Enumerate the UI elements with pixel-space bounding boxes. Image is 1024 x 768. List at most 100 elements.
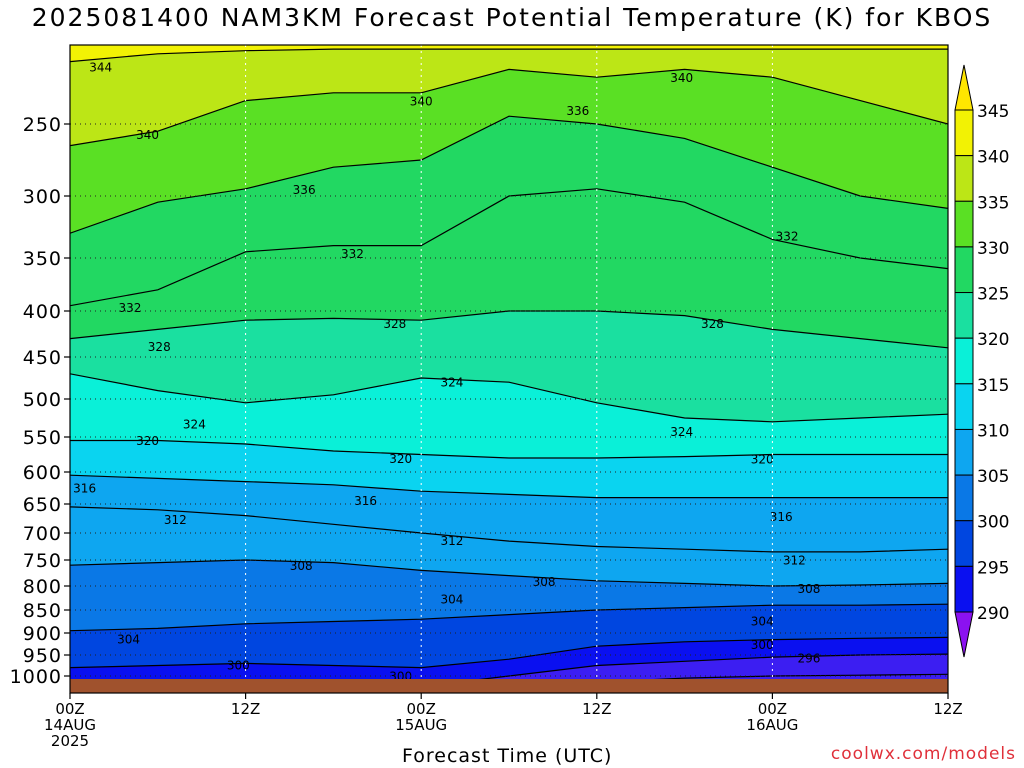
x-tick-label: 2025	[51, 732, 89, 750]
isentrope-344	[70, 48, 948, 63]
contour-label: 304	[440, 592, 463, 606]
colorbar-label: 310	[977, 421, 1009, 441]
colorbar-arrow-bottom	[954, 611, 974, 658]
y-tick-label: 900	[23, 623, 62, 645]
x-axis-label: Forecast Time (UTC)	[402, 745, 613, 767]
contour-label: 336	[566, 104, 589, 118]
isentrope-336	[70, 115, 948, 234]
contour-label: 336	[293, 183, 316, 197]
contour-label: 312	[164, 513, 187, 527]
contour-label: 324	[183, 417, 206, 431]
colorbar: 345 340 335 330 325 320 315 310 305 300 295 290	[954, 64, 1009, 658]
contour-label: 308	[290, 559, 313, 573]
colorbar-swatch	[954, 520, 974, 567]
contour-label: 296	[798, 652, 821, 666]
contour-labels: 344 340 340 336 340 336 332 332 332 328 328 328 324 3…	[73, 60, 820, 695]
isentrope-340	[70, 68, 948, 147]
ground-strip	[70, 679, 948, 693]
isentrope-296	[478, 653, 948, 679]
x-tick-label: 00Z	[55, 700, 84, 718]
contour-label: 304	[117, 632, 140, 646]
contour-label: 344	[89, 60, 112, 74]
contour-label: 312	[440, 534, 463, 548]
contour-label: 320	[389, 452, 412, 466]
isentrope-304	[70, 603, 948, 632]
contour-label: 316	[73, 481, 96, 495]
isentrope-320	[70, 439, 948, 459]
colorbar-swatch	[954, 155, 974, 202]
plot-frame	[69, 44, 949, 694]
x-tick-label: 12Z	[582, 700, 611, 718]
isentrope-308	[70, 559, 948, 587]
contour-label: 328	[383, 317, 406, 331]
contour-label: 332	[776, 230, 799, 244]
colorbar-label: 320	[977, 330, 1009, 350]
y-tick-label: 250	[23, 114, 62, 136]
contour-label: 316	[354, 494, 377, 508]
colorbar-swatch	[954, 109, 974, 157]
colorbar-swatch	[954, 292, 974, 339]
isentrope-316	[70, 474, 948, 499]
contour-label: 300	[227, 659, 250, 673]
contour-label: 312	[783, 553, 806, 567]
y-tick-label: 300	[23, 186, 62, 208]
y-tick-label: 450	[23, 347, 62, 369]
contour-label: 320	[751, 453, 774, 467]
y-tick-label: 1000	[10, 666, 62, 688]
y-tick-label: 750	[23, 550, 62, 572]
y-tick-label: 800	[23, 576, 62, 598]
x-tick-label: 15AUG	[395, 716, 447, 734]
x-tick-label: 16AUG	[746, 716, 798, 734]
isentrope-300	[70, 636, 948, 669]
x-tick-label: 12Z	[933, 700, 962, 718]
contour-label: 308	[533, 575, 556, 589]
x-tick-label: 14AUG	[44, 716, 96, 734]
chart-title: 2025081400 NAM3KM Forecast Potential Tem…	[31, 3, 993, 32]
contour-label: 340	[136, 128, 159, 142]
colorbar-label: 330	[977, 239, 1009, 259]
x-tick-label: 00Z	[407, 700, 436, 718]
colorbar-label: 340	[977, 148, 1009, 168]
colorbar-label: 325	[977, 285, 1009, 305]
colorbar-swatch	[954, 565, 974, 613]
fill-band-296	[483, 654, 948, 679]
contour-label: 332	[119, 301, 142, 315]
colorbar-swatch	[954, 474, 974, 522]
y-axis: 2503003504004505005506006507007508008509…	[10, 114, 70, 688]
colorbar-swatch	[954, 337, 974, 385]
isentrope-332	[70, 188, 948, 307]
source-credit: coolwx.com/models	[830, 744, 1016, 764]
y-tick-label: 950	[23, 645, 62, 667]
isentrope-324	[70, 373, 948, 423]
contour-label: 340	[670, 71, 693, 85]
colorbar-swatch	[954, 383, 974, 430]
colorbar-label: 305	[977, 467, 1009, 487]
contour-label: 320	[136, 434, 159, 448]
x-tick-label: 12Z	[231, 700, 260, 718]
contour-label: 316	[770, 510, 793, 524]
contour-label: 328	[148, 340, 171, 354]
filled-contours	[70, 45, 948, 679]
contour-label: 324	[440, 375, 463, 389]
colorbar-label: 335	[977, 193, 1009, 213]
contour-label: 332	[341, 247, 364, 261]
contour-label: 340	[410, 95, 433, 109]
y-tick-label: 600	[23, 462, 62, 484]
contour-lines	[70, 48, 948, 679]
colorbar-arrow-top	[954, 64, 974, 111]
x-tick-label: 00Z	[758, 700, 787, 718]
contour-label: 328	[701, 317, 724, 331]
contour-label: 308	[798, 582, 821, 596]
y-tick-label: 350	[23, 248, 62, 270]
colorbar-swatch	[954, 200, 974, 248]
colorbar-label: 345	[977, 102, 1009, 122]
y-tick-label: 850	[23, 600, 62, 622]
isentrope-292	[653, 673, 948, 679]
colorbar-label: 295	[977, 558, 1009, 578]
isentrope-312	[70, 506, 948, 553]
contour-label: 300	[751, 638, 774, 652]
colorbar-label: 290	[977, 604, 1009, 624]
colorbar-swatch	[954, 246, 974, 294]
